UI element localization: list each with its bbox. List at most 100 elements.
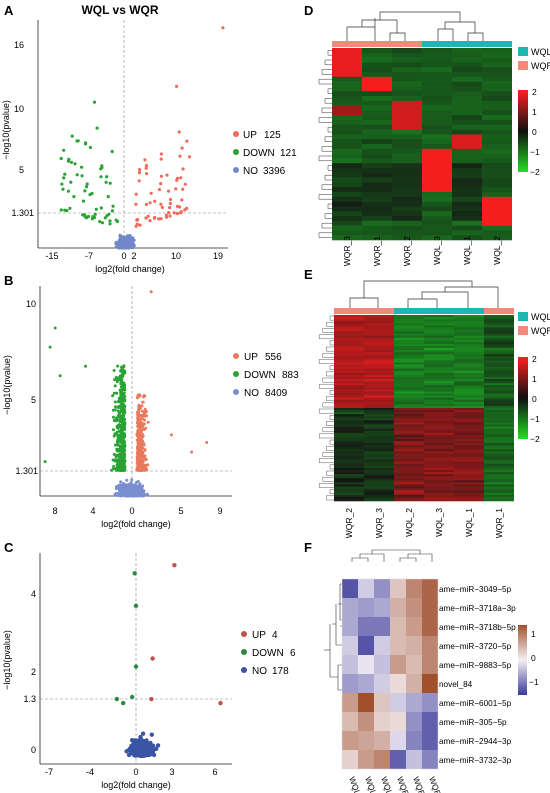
volcano-point [85, 182, 89, 186]
heatmap-cell [452, 76, 482, 82]
c-xtick-3: 3 [169, 767, 174, 777]
f-row-label: ame−miR−3718b−5p [439, 623, 516, 632]
panel-letter-a: A [4, 3, 14, 18]
volcano-point [139, 433, 143, 437]
heatmap-cell [364, 482, 394, 485]
volcano-point [218, 700, 223, 706]
heatmap-cell [454, 387, 484, 390]
heatmap-cell [334, 325, 364, 328]
volcano-point [136, 743, 141, 748]
heatmap-cell [364, 346, 394, 349]
panel-letter-f: F [304, 540, 312, 555]
heatmap-cell [364, 372, 394, 376]
heatmap-cell [454, 414, 484, 417]
heatmap-cell [364, 377, 394, 380]
heatmap-cell [334, 377, 364, 380]
heatmap-cell [392, 148, 422, 154]
heatmap-cell [362, 206, 392, 212]
heatmap-cell [374, 674, 390, 693]
heatmap-cell [394, 416, 424, 419]
volcano-point [123, 410, 127, 414]
heatmap-cell [334, 319, 364, 322]
f-heatmap [341, 578, 439, 770]
heatmap-cell [364, 474, 394, 477]
c-legend: UP 4 DOWN 6 NO 178 [241, 630, 296, 677]
a-legend-down: DOWN [243, 148, 275, 159]
heatmap-cell [362, 211, 392, 217]
heatmap-cell [454, 463, 484, 467]
heatmap-cell [452, 187, 482, 193]
volcano-point [160, 205, 164, 209]
heatmap-cell [364, 370, 394, 374]
heatmap-cell [364, 381, 394, 384]
heatmap-cell [484, 329, 514, 332]
heatmap-cell [424, 470, 454, 473]
heatmap-cell [332, 96, 362, 102]
heatmap-cell [334, 484, 364, 487]
volcano-point [179, 176, 183, 180]
b-points [43, 290, 209, 498]
heatmap-cell [364, 470, 394, 473]
heatmap-cell [454, 453, 484, 456]
heatmap-cell [454, 416, 484, 419]
volcano-point [141, 435, 145, 439]
dendrogram-branch [324, 98, 332, 104]
volcano-point [117, 466, 121, 470]
heatmap-cell [334, 323, 364, 326]
a-xtick-10: 10 [171, 251, 181, 261]
heatmap-cell [394, 391, 424, 394]
heatmap-cell [334, 321, 364, 324]
heatmap-cell [406, 655, 422, 674]
volcano-point [137, 422, 141, 425]
heatmap-cell [392, 96, 422, 102]
heatmap-cell [374, 731, 390, 750]
heatmap-cell [364, 457, 394, 460]
heatmap-cell [424, 418, 454, 421]
heatmap-cell [424, 422, 454, 425]
heatmap-cell [394, 478, 424, 481]
f-scale-0: 0 [531, 653, 536, 663]
volcano-point [84, 141, 88, 145]
dendrogram-branch [327, 203, 332, 210]
heatmap-cell [452, 124, 482, 130]
volcano-point [124, 493, 128, 497]
heatmap-cell [454, 346, 484, 349]
volcano-point [138, 485, 142, 489]
heatmap-cell [454, 362, 484, 365]
volcano-point [63, 208, 67, 212]
heatmap-cell [364, 337, 394, 341]
heatmap-cell [358, 636, 374, 655]
dendrogram-branch [322, 452, 334, 457]
volcano-point [149, 290, 153, 294]
heatmap-cell [334, 389, 364, 392]
heatmap-cell [394, 405, 424, 409]
heatmap-cell [454, 317, 484, 320]
volcano-point [149, 732, 154, 737]
heatmap-cell [482, 76, 512, 82]
a-legend-up-count: 125 [264, 130, 281, 141]
panel-e: E WQR_2 WQR_3 WQL_2 WQL_3 WQL_1 WQR_1 WQ… [304, 267, 550, 538]
heatmap-cell [424, 472, 454, 475]
volcano-point [149, 747, 154, 752]
volcano-point [175, 211, 179, 216]
heatmap-cell [454, 335, 484, 339]
heatmap-cell [424, 451, 454, 454]
heatmap-cell [484, 397, 514, 401]
volcano-point [122, 364, 126, 368]
heatmap-cell [424, 372, 454, 376]
heatmap-cell [424, 453, 454, 456]
heatmap-cell [452, 182, 482, 188]
heatmap-cell [392, 57, 422, 63]
heatmap-cell [392, 172, 422, 178]
heatmap-cell [422, 674, 438, 693]
b-xtick-4: 4 [90, 506, 95, 516]
dendrogram-branch [318, 194, 332, 200]
c-legend-down-count: 6 [290, 648, 296, 659]
heatmap-cell [390, 750, 406, 769]
heatmap-cell [364, 463, 394, 467]
heatmap-cell [394, 418, 424, 421]
heatmap-cell [452, 96, 482, 102]
volcano-point [132, 244, 136, 248]
heatmap-cell [394, 385, 424, 388]
heatmap-cell [364, 422, 394, 425]
